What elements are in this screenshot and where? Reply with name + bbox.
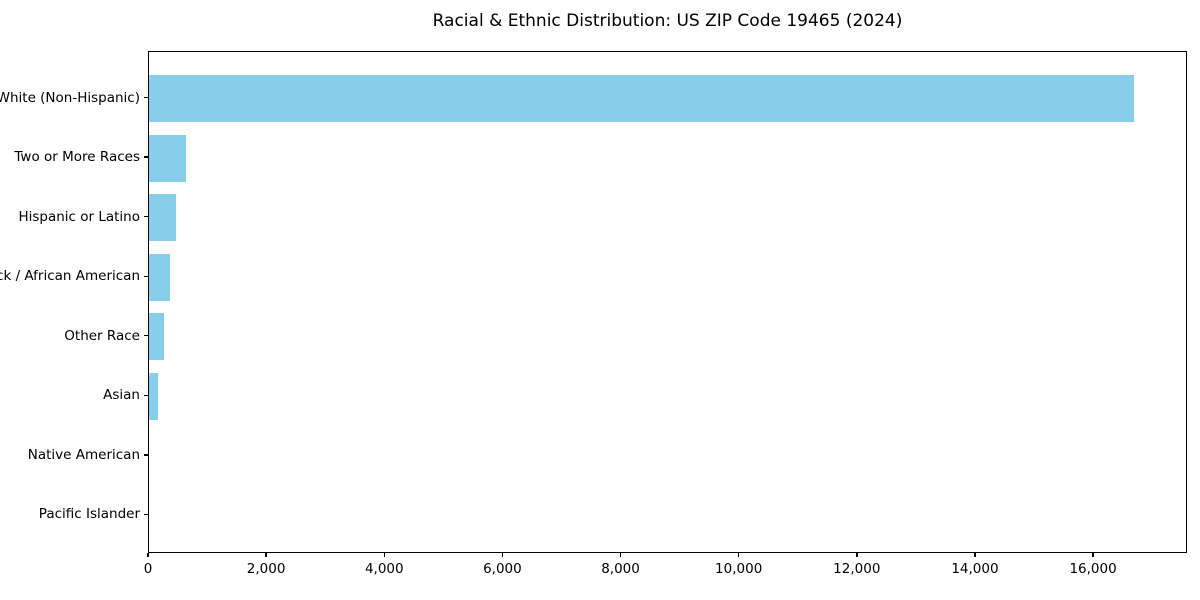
bar-hispanic-or-latino xyxy=(149,194,176,242)
y-tick-native-american xyxy=(144,454,148,456)
x-tick-4-000 xyxy=(383,553,385,557)
x-tick-2-000 xyxy=(265,553,267,557)
x-tick-label-2-000: 2,000 xyxy=(246,561,286,577)
y-tick-two-or-more-races xyxy=(144,156,148,158)
y-label-white-non-hispanic: White (Non-Hispanic) xyxy=(0,89,140,106)
bar-asian xyxy=(149,372,158,420)
bar-white-non-hispanic xyxy=(149,75,1134,122)
chart-title: Racial & Ethnic Distribution: US ZIP Cod… xyxy=(432,11,903,31)
y-tick-asian xyxy=(144,394,148,397)
x-tick-8-000 xyxy=(619,553,622,557)
x-tick-0 xyxy=(147,553,149,557)
x-tick-label-6-000: 6,000 xyxy=(483,561,522,577)
x-tick-16-000 xyxy=(1092,553,1094,557)
y-tick-black-african-american xyxy=(144,275,148,277)
bar-black-african-american xyxy=(149,253,170,301)
x-tick-label-0: 0 xyxy=(143,561,153,577)
plot-area xyxy=(148,51,1187,553)
bar-two-or-more-races xyxy=(149,134,186,182)
y-tick-other-race xyxy=(144,335,148,337)
bar-other-race xyxy=(149,313,165,361)
y-label-other-race: Other Race xyxy=(64,327,140,344)
y-label-pacific-islander: Pacific Islander xyxy=(38,506,140,523)
y-label-native-american: Native American xyxy=(27,446,140,463)
x-tick-10-000 xyxy=(737,553,740,557)
y-label-black-african-american: Black / African American xyxy=(0,268,140,285)
x-tick-label-14-000: 14,000 xyxy=(951,561,999,577)
y-tick-hispanic-or-latino xyxy=(144,215,148,218)
y-tick-white-non-hispanic xyxy=(144,96,148,99)
x-tick-label-8-000: 8,000 xyxy=(601,561,640,577)
x-tick-12-000 xyxy=(856,553,858,557)
x-tick-label-16-000: 16,000 xyxy=(1069,561,1117,577)
x-tick-label-10-000: 10,000 xyxy=(715,561,763,577)
y-tick-pacific-islander xyxy=(144,513,148,516)
y-label-hispanic-or-latino: Hispanic or Latino xyxy=(18,208,140,225)
x-tick-14-000 xyxy=(974,553,976,557)
x-tick-6-000 xyxy=(501,553,504,557)
y-label-two-or-more-races: Two or More Races xyxy=(14,149,140,166)
x-tick-label-12-000: 12,000 xyxy=(833,561,881,577)
y-label-asian: Asian xyxy=(103,387,140,404)
x-tick-label-4-000: 4,000 xyxy=(364,561,404,577)
